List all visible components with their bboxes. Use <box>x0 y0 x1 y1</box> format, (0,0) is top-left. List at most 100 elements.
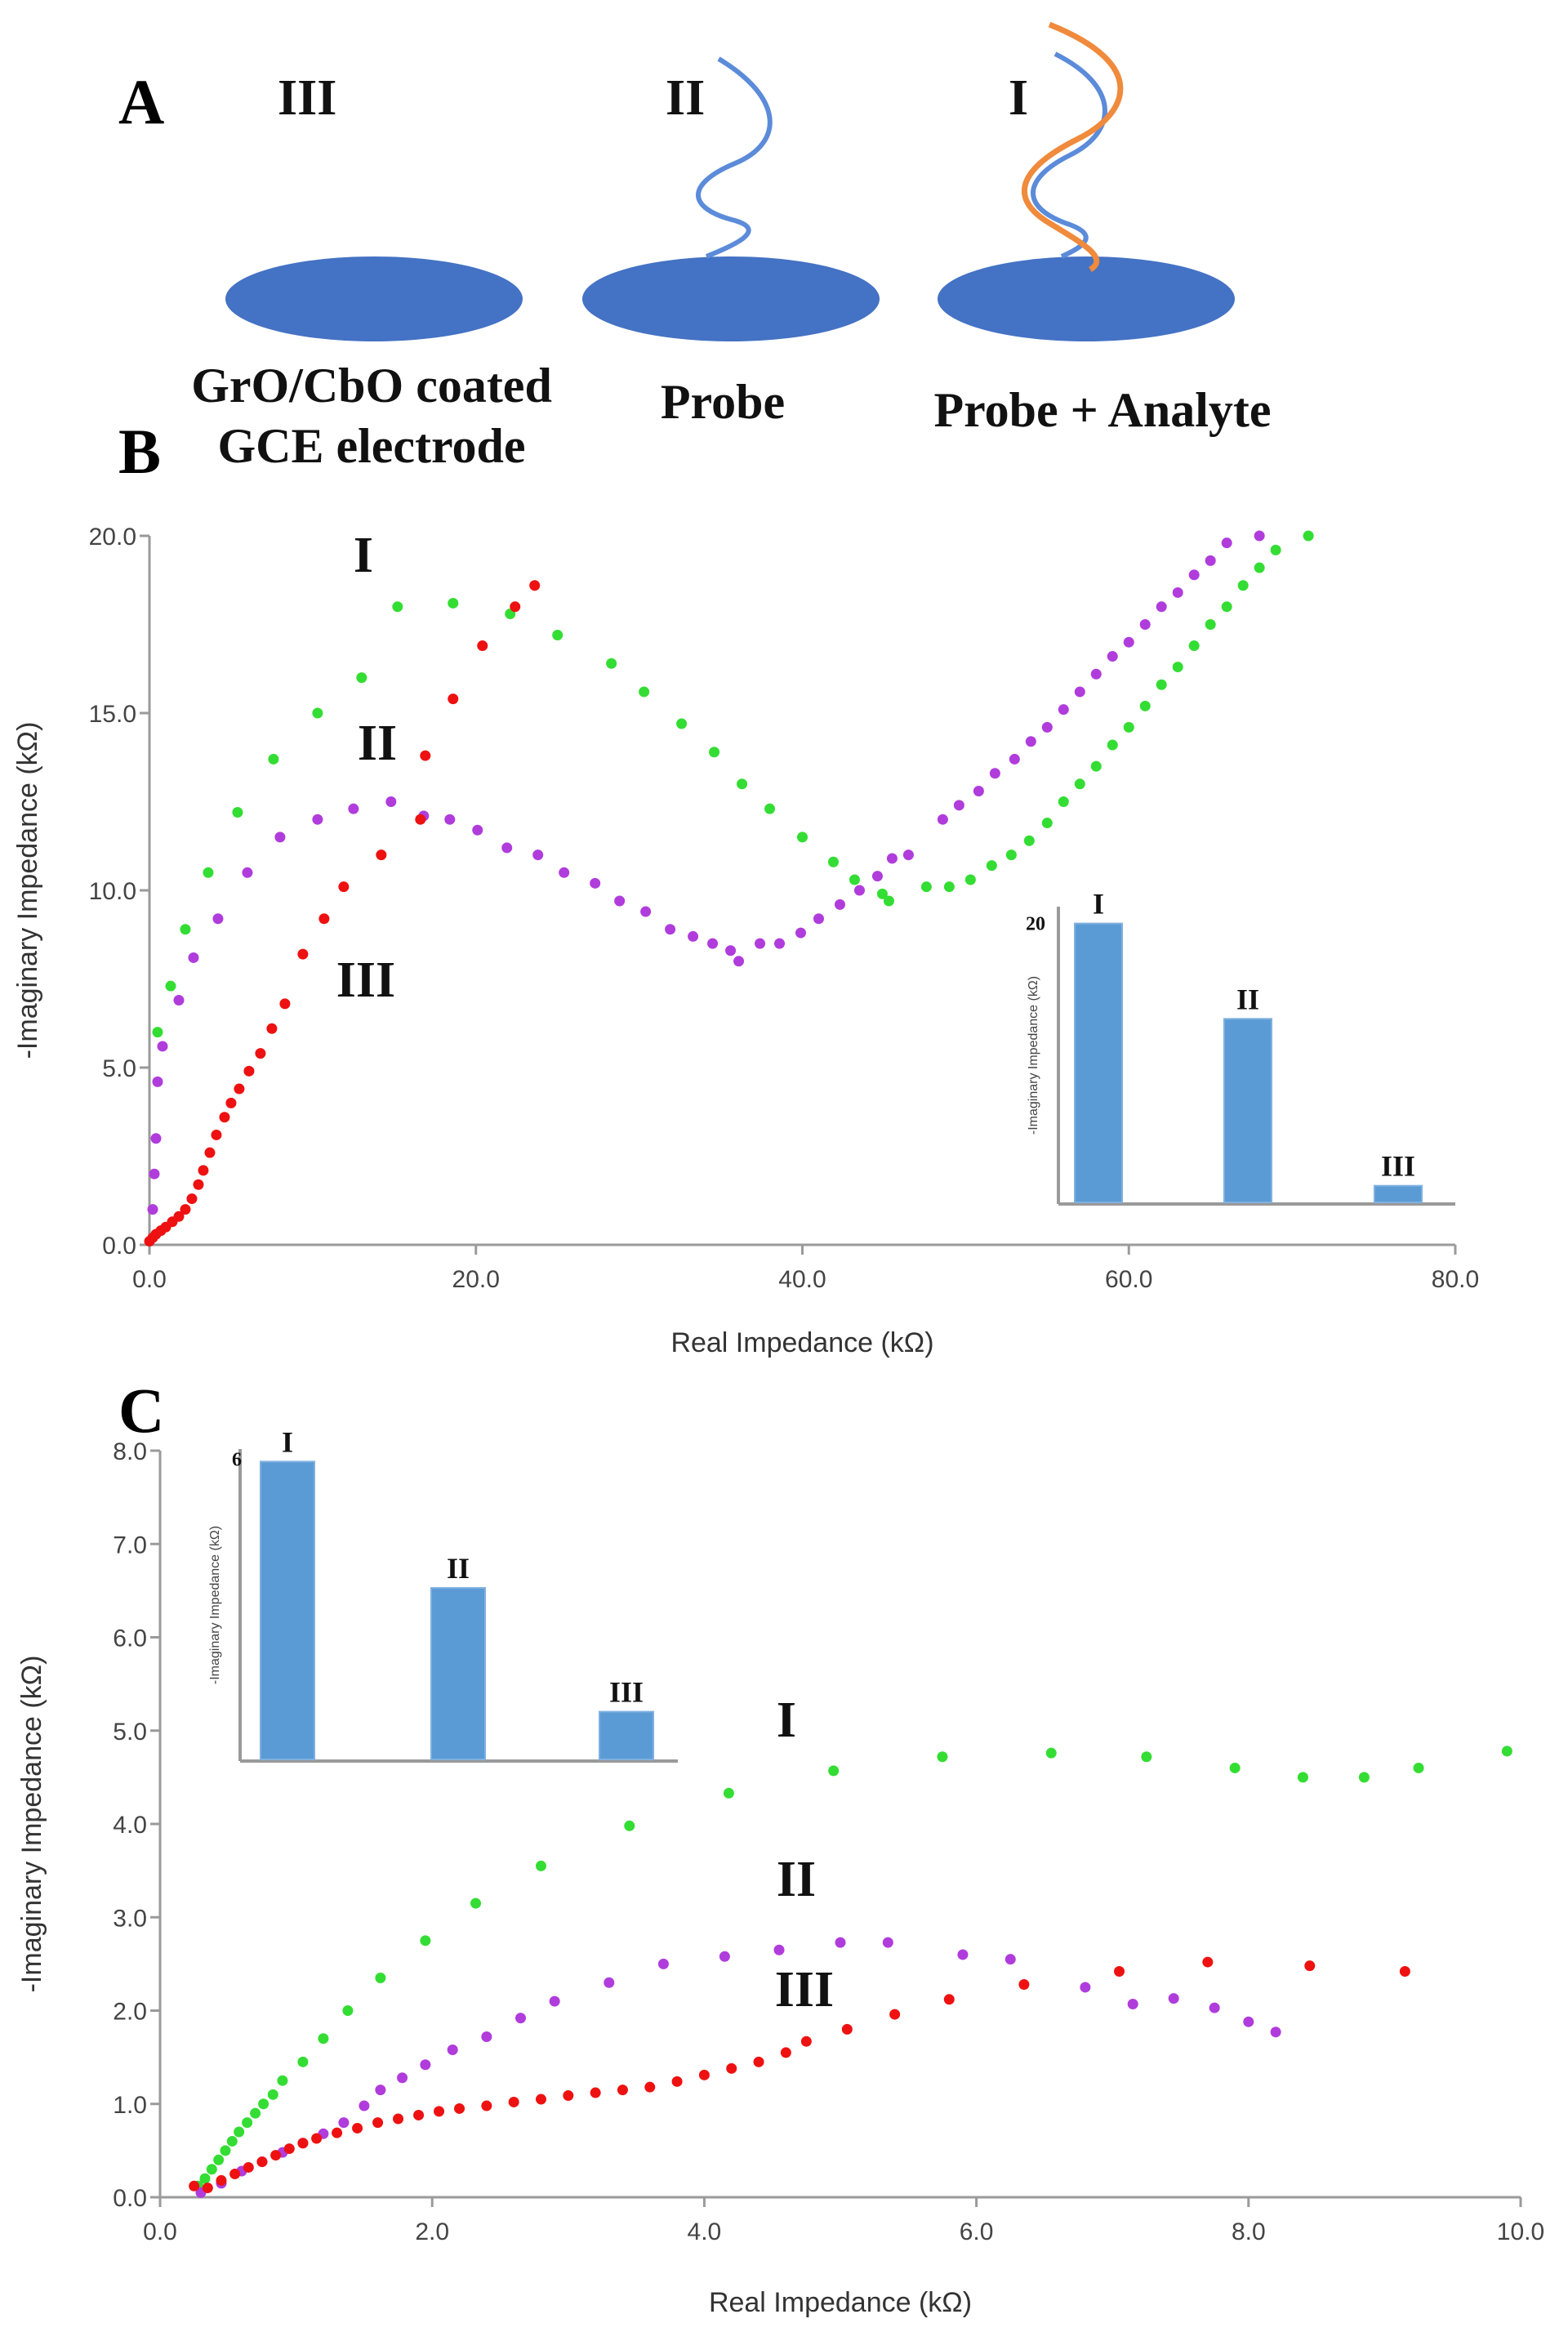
data-point <box>1107 739 1118 751</box>
data-point <box>719 1951 730 1962</box>
data-point <box>359 2100 370 2111</box>
data-point <box>297 948 309 960</box>
inset-bar-label: III <box>609 1676 644 1709</box>
data-point <box>1413 1762 1424 1773</box>
data-point <box>397 2072 408 2084</box>
data-point <box>199 2173 211 2184</box>
data-point <box>470 1897 482 1909</box>
data-point <box>1041 721 1053 733</box>
x-tick-label: 4.0 <box>688 2218 722 2245</box>
data-point <box>279 998 291 1010</box>
data-point <box>1254 562 1265 573</box>
data-point <box>1188 640 1200 652</box>
data-point <box>535 2094 546 2105</box>
data-point <box>152 1027 163 1038</box>
schematic-label-probe-analyte: Probe + Analyte <box>933 383 1272 437</box>
data-point <box>193 1179 204 1190</box>
data-point <box>1303 530 1314 542</box>
panel-a-letter: A <box>118 66 165 137</box>
data-point <box>277 2075 288 2086</box>
data-point <box>211 1129 222 1140</box>
data-point <box>375 2085 386 2096</box>
analyte-strand <box>1022 21 1124 272</box>
y-tick-label: 1.0 <box>113 2092 147 2119</box>
data-point <box>737 778 748 790</box>
data-point <box>198 1165 209 1176</box>
data-point <box>234 1083 245 1095</box>
data-point <box>152 1076 163 1087</box>
data-point <box>795 927 807 939</box>
data-point <box>953 800 964 811</box>
data-point <box>957 1949 969 1960</box>
data-point <box>420 2059 431 2071</box>
data-point <box>1202 1956 1214 1968</box>
data-point <box>219 1112 230 1123</box>
data-point <box>268 753 279 765</box>
x-axis-title: Real Impedance (kΩ) <box>670 1327 933 1358</box>
schematic-numeral-ii: II <box>666 70 706 126</box>
data-point <box>481 2031 492 2042</box>
data-point <box>180 1204 191 1215</box>
data-point <box>332 2127 343 2138</box>
probe-analyte-electrode <box>938 256 1235 341</box>
data-point <box>876 888 888 899</box>
data-point <box>755 938 766 949</box>
data-point <box>283 2143 295 2155</box>
data-point <box>549 1995 560 2007</box>
y-tick-label: 7.0 <box>113 1532 147 1558</box>
inset-y-tick-label: 6 <box>232 1449 242 1470</box>
data-point <box>532 849 544 861</box>
data-point <box>1399 1966 1410 1978</box>
data-point <box>270 2150 282 2161</box>
data-point <box>665 924 676 935</box>
data-point <box>698 2069 710 2080</box>
inset-bar-label: II <box>1236 983 1259 1015</box>
data-point <box>1107 651 1118 662</box>
series-iii <box>189 1956 1410 2194</box>
schematic-label-line: GrO/CbO coated <box>191 359 552 412</box>
data-point <box>448 693 459 705</box>
data-point <box>1209 2002 1220 2013</box>
data-point <box>1123 721 1134 733</box>
data-point <box>889 2009 901 2020</box>
data-point <box>447 2044 458 2055</box>
data-point <box>267 2089 278 2100</box>
data-point <box>883 895 894 907</box>
data-point <box>1221 601 1232 613</box>
data-point <box>1139 619 1151 630</box>
data-point <box>372 2117 384 2129</box>
series-i <box>152 530 1314 1038</box>
inset-bar-label: III <box>1381 1150 1415 1183</box>
data-point <box>1156 601 1167 613</box>
data-point <box>225 1097 237 1108</box>
data-point <box>1005 849 1017 861</box>
data-point <box>800 2036 812 2047</box>
schematic-numeral-iii: III <box>278 70 337 126</box>
data-point <box>671 2076 683 2087</box>
data-point <box>297 2056 309 2067</box>
inset-y-axis-title: -Imaginary Impedance (kΩ) <box>208 1526 222 1684</box>
bare-electrode <box>225 256 523 341</box>
probe-electrode <box>582 256 880 341</box>
data-point <box>1243 2016 1254 2027</box>
probe-strand <box>696 56 773 259</box>
data-point <box>773 1944 785 1955</box>
data-point <box>604 1977 615 1988</box>
data-point <box>150 1133 162 1144</box>
x-tick-label: 6.0 <box>960 2218 994 2245</box>
data-point <box>157 1041 168 1052</box>
data-point <box>258 2098 270 2110</box>
data-point <box>250 2107 261 2119</box>
data-point <box>841 2023 853 2035</box>
data-point <box>234 2126 245 2138</box>
data-point <box>243 2161 254 2173</box>
data-point <box>1254 530 1265 542</box>
data-point <box>444 814 456 825</box>
inset-bar-label: II <box>447 1552 470 1585</box>
data-point <box>617 2085 628 2096</box>
data-point <box>204 1147 216 1158</box>
data-point <box>644 2081 656 2093</box>
data-point <box>688 930 699 942</box>
data-point <box>989 768 1000 779</box>
